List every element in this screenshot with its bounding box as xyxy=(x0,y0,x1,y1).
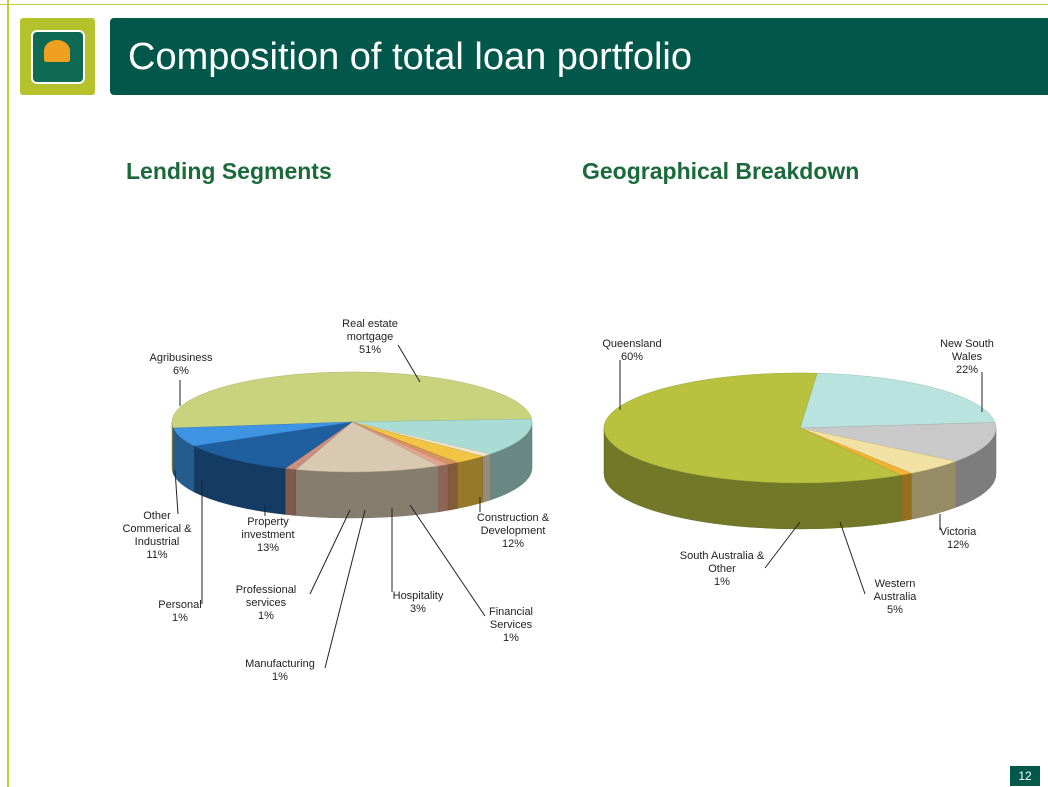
value-label: 6% xyxy=(173,365,189,377)
value-label: 13% xyxy=(256,542,280,554)
slice-label: Construction & Development 12% xyxy=(463,512,563,551)
slice-side xyxy=(437,464,449,513)
category-label: Personal xyxy=(158,599,202,611)
slice-label: Real estate mortgage 51% xyxy=(330,318,410,357)
category-label: Property investment xyxy=(241,516,295,541)
slice-label: Queensland 60% xyxy=(592,338,672,364)
page-number-box: 12 xyxy=(1010,766,1040,786)
slice-side xyxy=(482,453,491,503)
category-label: Professional services xyxy=(235,584,297,609)
leader-line xyxy=(409,504,486,617)
slice-label: Western Australia 5% xyxy=(860,578,930,617)
category-label: Manufacturing xyxy=(245,658,315,670)
slice-side xyxy=(447,462,458,511)
value-label: 51% xyxy=(358,344,382,356)
leader-line xyxy=(309,509,351,595)
slice-label: Property investment 13% xyxy=(228,516,308,555)
pie-slice xyxy=(799,372,996,429)
pie-slice xyxy=(171,371,532,475)
category-label: Other Commerical & Industrial xyxy=(122,510,192,548)
value-label: 60% xyxy=(620,351,644,363)
page-number: 12 xyxy=(1018,769,1032,783)
value-label: 1% xyxy=(172,612,188,624)
slice-label: South Australia & Other 1% xyxy=(667,550,777,589)
slice-label: Manufacturing 1% xyxy=(230,658,330,684)
slice-top xyxy=(295,421,439,473)
category-label: New South Wales xyxy=(940,338,994,363)
pie-slice xyxy=(799,427,957,520)
slice-side xyxy=(457,456,484,509)
slice-top xyxy=(172,421,353,447)
title-bar: Composition of total loan portfolio xyxy=(110,18,1048,95)
value-label: 1% xyxy=(258,610,274,622)
top-rule xyxy=(0,4,1048,5)
chart-title: Geographical Breakdown xyxy=(582,158,860,184)
value-label: 3% xyxy=(410,603,426,615)
value-label: 22% xyxy=(955,364,979,376)
slide-title: Composition of total loan portfolio xyxy=(128,36,692,78)
slice-side xyxy=(900,472,912,522)
category-label: Western Australia xyxy=(873,578,917,603)
slice-top xyxy=(171,371,532,429)
pie-slice xyxy=(295,421,439,519)
category-label: South Australia & Other xyxy=(679,550,765,575)
value-label: 12% xyxy=(946,539,970,551)
category-label: Queensland xyxy=(602,338,662,350)
category-label: Hospitality xyxy=(392,590,444,602)
pie-slice xyxy=(172,421,353,493)
slice-label: Personal 1% xyxy=(150,599,210,625)
chart-title: Lending Segments xyxy=(126,158,332,184)
leader-line xyxy=(174,469,179,515)
value-label: 11% xyxy=(146,549,168,561)
pie-slice xyxy=(603,372,902,530)
slice-label: Financial Services 1% xyxy=(471,606,551,645)
value-label: 5% xyxy=(887,604,903,616)
pie-slice xyxy=(799,422,997,508)
logo xyxy=(20,18,95,95)
category-label: Financial Services xyxy=(488,606,534,631)
slice-label: Victoria 12% xyxy=(923,526,993,552)
slice-side xyxy=(295,465,439,519)
slice-label: Professional services 1% xyxy=(221,584,311,623)
value-label: 1% xyxy=(714,576,730,588)
leader-line xyxy=(397,344,421,383)
slice-top xyxy=(799,422,997,462)
leader-line xyxy=(764,521,801,569)
slice-top xyxy=(799,372,996,429)
slice-top xyxy=(193,421,353,469)
pie-slice xyxy=(193,421,353,515)
category-label: Real estate mortgage xyxy=(342,318,398,343)
slice-side xyxy=(284,468,297,516)
slice-label: Other Commerical & Industrial 11% xyxy=(117,510,197,562)
category-label: Agribusiness xyxy=(149,352,213,364)
slice-label: Hospitality 3% xyxy=(383,590,453,616)
leader-line xyxy=(839,521,866,595)
category-label: Victoria xyxy=(939,526,977,538)
slice-top xyxy=(603,372,902,484)
category-label: Construction & Development xyxy=(476,512,550,537)
value-label: 12% xyxy=(501,538,525,550)
pie-slice xyxy=(351,421,492,503)
left-rule xyxy=(7,0,9,787)
slice-label: New South Wales 22% xyxy=(932,338,1002,377)
slice-top xyxy=(351,418,533,455)
value-label: 1% xyxy=(272,671,288,683)
value-label: 1% xyxy=(503,632,519,644)
leader-line xyxy=(324,509,366,669)
pie-slice xyxy=(351,421,449,513)
slice-label: Agribusiness 6% xyxy=(136,352,226,378)
